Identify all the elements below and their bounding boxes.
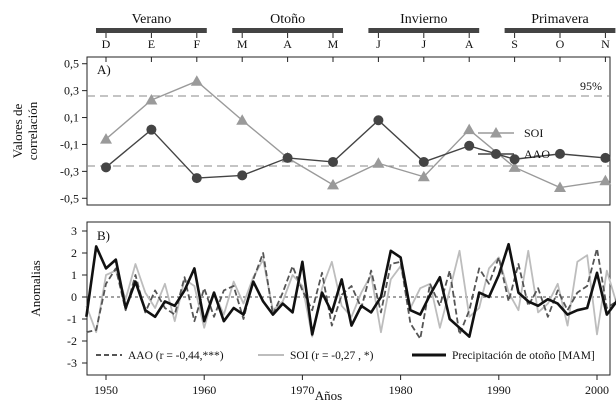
- panel-b: 3 2 1 0 -1 -2 -3 1950 1960 1970 1980 1990 2000 B) Años…: [28, 221, 616, 401]
- legend-marker-aao: [491, 149, 501, 159]
- point-soi: [372, 157, 385, 168]
- series-line-aao: [105, 119, 606, 179]
- point-aao: [555, 148, 565, 159]
- y-tick-label-b: 3: [71, 224, 77, 238]
- point-aao: [146, 124, 157, 135]
- panel-label-a: A): [97, 62, 111, 77]
- series-line-b-2: [85, 242, 616, 338]
- month-label: J: [421, 37, 426, 51]
- season-label: Verano: [132, 12, 172, 27]
- season-label: Otoño: [270, 12, 305, 27]
- point-aao: [282, 152, 293, 163]
- legend-label-aao: AAO: [524, 147, 550, 161]
- series-line-soi: [105, 80, 606, 189]
- point-soi: [463, 123, 476, 135]
- y-tick-label-b: 1: [71, 268, 77, 282]
- point-aao: [418, 156, 429, 167]
- month-label: J: [376, 37, 381, 51]
- month-label: A: [283, 37, 292, 51]
- point-soi: [508, 161, 521, 172]
- point-soi: [554, 181, 566, 193]
- month-label: E: [148, 37, 155, 51]
- y-tick-label-a: 0,1: [64, 111, 79, 125]
- legend-marker-soi: [490, 127, 502, 138]
- y-tick-label-b: -3: [67, 356, 77, 370]
- panel-b-frame: [86, 221, 611, 376]
- legend-label-b-2: Precipitación de otoño [MAM]: [452, 350, 595, 362]
- x-tick-label-b: 1950: [94, 383, 118, 397]
- x-tick-label-b: 1960: [192, 383, 216, 397]
- x-tick-label-b: 1970: [290, 383, 314, 397]
- x-tick-label-b: 1990: [487, 383, 511, 397]
- y-tick-label-a: 0,3: [64, 84, 79, 98]
- season-label: Primavera: [531, 12, 589, 27]
- point-aao: [600, 152, 611, 163]
- month-label: S: [511, 37, 518, 51]
- month-label: D: [102, 37, 111, 51]
- y-axis-label-line: correlación: [25, 101, 40, 160]
- y-tick-label-a: -0,5: [60, 191, 79, 205]
- point-soi: [190, 75, 203, 86]
- point-soi: [100, 133, 112, 144]
- month-label: N: [601, 37, 610, 51]
- legend-label-b-0: AAO (r = -0,44,***): [128, 350, 224, 362]
- season-bar-2: [368, 28, 480, 33]
- point-soi: [599, 174, 612, 186]
- series-line-b-0: [86, 247, 616, 340]
- legend-label-soi: SOI: [524, 126, 543, 140]
- season-bar-1: [232, 28, 343, 33]
- y-tick-label-a: 0,5: [64, 57, 79, 71]
- point-aao: [237, 170, 248, 181]
- panel-a-frame: [86, 56, 611, 206]
- y-tick-label-b: -1: [67, 312, 77, 326]
- point-soi: [145, 94, 158, 105]
- y-tick-label-a: -0,3: [60, 164, 79, 178]
- x-axis-label-b: Años: [315, 388, 342, 401]
- y-axis-label-line: Valores de: [10, 104, 25, 159]
- legend-label-b-1: SOI (r = -0,27 , *): [290, 350, 374, 362]
- season-bar-0: [96, 28, 207, 33]
- month-label: F: [193, 37, 200, 51]
- y-axis-label-b: Anomalias: [28, 260, 43, 316]
- month-label: O: [556, 37, 565, 51]
- point-aao: [191, 173, 202, 184]
- month-label: A: [465, 37, 474, 51]
- season-bar-3: [504, 28, 616, 33]
- point-aao: [509, 154, 520, 165]
- point-soi: [236, 114, 249, 125]
- series-line-b-1: [85, 249, 616, 338]
- x-tick-label-b: 1980: [389, 383, 413, 397]
- season-bar: Verano Otoño Invierno Primavera D E F M A M J J A S O N: [96, 12, 616, 51]
- panel-label-b: B): [97, 228, 110, 243]
- month-label: M: [328, 37, 339, 51]
- y-axis-label-a: Valores decorrelación: [10, 101, 40, 160]
- panel-a: 0,5 0,3 0,1 -0,1 -0,3 -0,5 95% A) Valores decorr…: [10, 56, 612, 206]
- y-tick-label-b: -2: [67, 334, 77, 348]
- y-tick-label-a: -0,1: [60, 137, 79, 151]
- point-aao: [328, 156, 338, 167]
- season-label: Invierno: [400, 12, 447, 27]
- month-label: M: [237, 37, 248, 51]
- point-soi: [327, 178, 339, 190]
- y-tick-label-b: 0: [71, 290, 77, 304]
- point-aao: [373, 115, 384, 126]
- point-soi: [417, 170, 430, 182]
- point-aao: [101, 162, 111, 173]
- x-tick-label-b: 2000: [585, 383, 609, 397]
- y-tick-label-b: 2: [71, 246, 77, 260]
- significance-label: 95%: [580, 79, 602, 93]
- point-aao: [464, 140, 475, 151]
